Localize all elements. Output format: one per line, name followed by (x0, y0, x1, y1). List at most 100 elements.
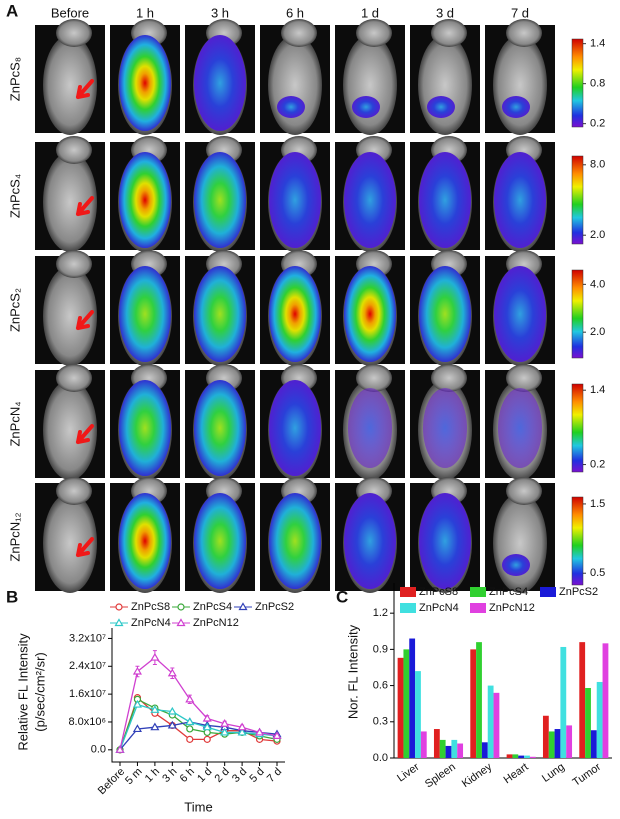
legend-label: ZnPcS8 (131, 601, 170, 613)
mouse-head (506, 19, 542, 47)
colorbar-tick-label: 0.5 (590, 567, 605, 579)
column-header: 3 d (436, 5, 454, 20)
x-tick-label: 1 h (143, 766, 162, 785)
bar (566, 725, 573, 758)
fluorescence (344, 266, 396, 362)
marker (132, 724, 142, 733)
x-axis-label: Time (184, 799, 212, 814)
y-tick-label: 8.0x10⁶ (68, 716, 106, 728)
x-tick-label: 5 d (247, 766, 266, 785)
fluorescence (194, 493, 246, 589)
legend-label: ZnPcS8 (419, 586, 458, 598)
colorbar-tick-label: 1.4 (590, 38, 605, 50)
fluorescence (269, 152, 321, 248)
column-header: 1 h (136, 5, 154, 20)
bar (529, 756, 536, 758)
colorbar-tick-label: 8.0 (590, 159, 605, 171)
legend-label: ZnPcS4 (193, 601, 232, 613)
bar (596, 681, 603, 758)
fluorescence (119, 493, 171, 589)
panel-label: B (6, 587, 18, 606)
fluorescence (194, 152, 246, 248)
x-tick-label: Kidney (460, 761, 495, 790)
mouse-body (418, 35, 472, 135)
bar (420, 731, 427, 758)
mouse-body (343, 35, 397, 135)
mouse-head (356, 19, 392, 47)
legend-label: ZnPcS2 (255, 601, 294, 613)
bar (524, 755, 530, 758)
bar (585, 688, 591, 758)
mouse-body (43, 380, 97, 480)
series-line (119, 698, 278, 751)
x-tick-label: 5 m (123, 766, 144, 787)
colorbar-tick-label: 0.8 (590, 78, 605, 90)
marker (185, 717, 195, 726)
y-tick-label: 1.6x10⁷ (69, 688, 106, 700)
bar (409, 638, 416, 758)
fluorescence (494, 152, 546, 248)
column-header: 6 h (286, 5, 304, 20)
marker (132, 699, 142, 708)
mouse-head (56, 477, 92, 505)
mouse-head (431, 364, 467, 392)
y-tick-label: 0.0 (91, 744, 106, 756)
x-tick-label: Heart (502, 761, 531, 786)
series-line (119, 703, 278, 751)
row-label: ZnPcS₂ (7, 288, 22, 332)
x-tick-label: Liver (395, 761, 422, 785)
colorbar (571, 496, 584, 586)
marker (114, 618, 124, 627)
marker (167, 720, 177, 729)
bar (415, 671, 421, 758)
bar (493, 692, 500, 758)
colorbar-tick-label: 1.5 (590, 498, 605, 510)
colorbar (571, 269, 584, 359)
bar (554, 729, 561, 758)
colorbar-tick-label: 2.0 (590, 229, 605, 241)
legend-swatch (540, 587, 556, 597)
y-tick-label: 2.4x10⁷ (69, 660, 106, 672)
fluorescence (119, 380, 171, 476)
bar (481, 742, 488, 758)
x-tick-label: Lung (540, 761, 567, 785)
mouse-head (506, 364, 542, 392)
marker (177, 603, 185, 611)
panel-label: A (6, 1, 18, 20)
row-label: ZnPcN₁₂ (7, 512, 22, 561)
fluorescence (423, 388, 467, 468)
arrow (76, 537, 94, 557)
mouse-body (43, 493, 97, 593)
marker (115, 745, 125, 753)
bar (403, 649, 410, 758)
legend-swatch (470, 603, 486, 613)
mouse-body (43, 152, 97, 252)
y-tick-label: 0.0 (373, 752, 388, 764)
marker (202, 713, 212, 722)
y-tick-label: 0.9 (373, 643, 388, 655)
fluorescence (194, 35, 246, 131)
x-tick-label: 1 d (195, 766, 214, 785)
bar (451, 739, 458, 758)
column-header: Before (51, 5, 89, 20)
legend-label: ZnPcN12 (193, 617, 239, 629)
colorbar-tick-label: 1.4 (590, 384, 605, 396)
x-tick-label: Spleen (423, 761, 458, 790)
bar (590, 730, 597, 758)
x-tick-label: 7 d (265, 766, 284, 785)
marker (203, 728, 211, 737)
colorbar-tick-label: 0.2 (590, 458, 605, 470)
marker (115, 603, 123, 611)
series-line (119, 656, 278, 750)
row-label: ZnPcS₈ (7, 57, 22, 101)
bar (433, 729, 440, 758)
mouse-body (493, 493, 547, 593)
fluorescence (352, 96, 380, 118)
mouse-head (356, 364, 392, 392)
fluorescence (119, 152, 171, 248)
marker (272, 731, 282, 739)
arrow (76, 196, 94, 216)
legend-label: ZnPcN12 (489, 602, 535, 614)
bar (445, 745, 452, 758)
bar (512, 754, 519, 758)
